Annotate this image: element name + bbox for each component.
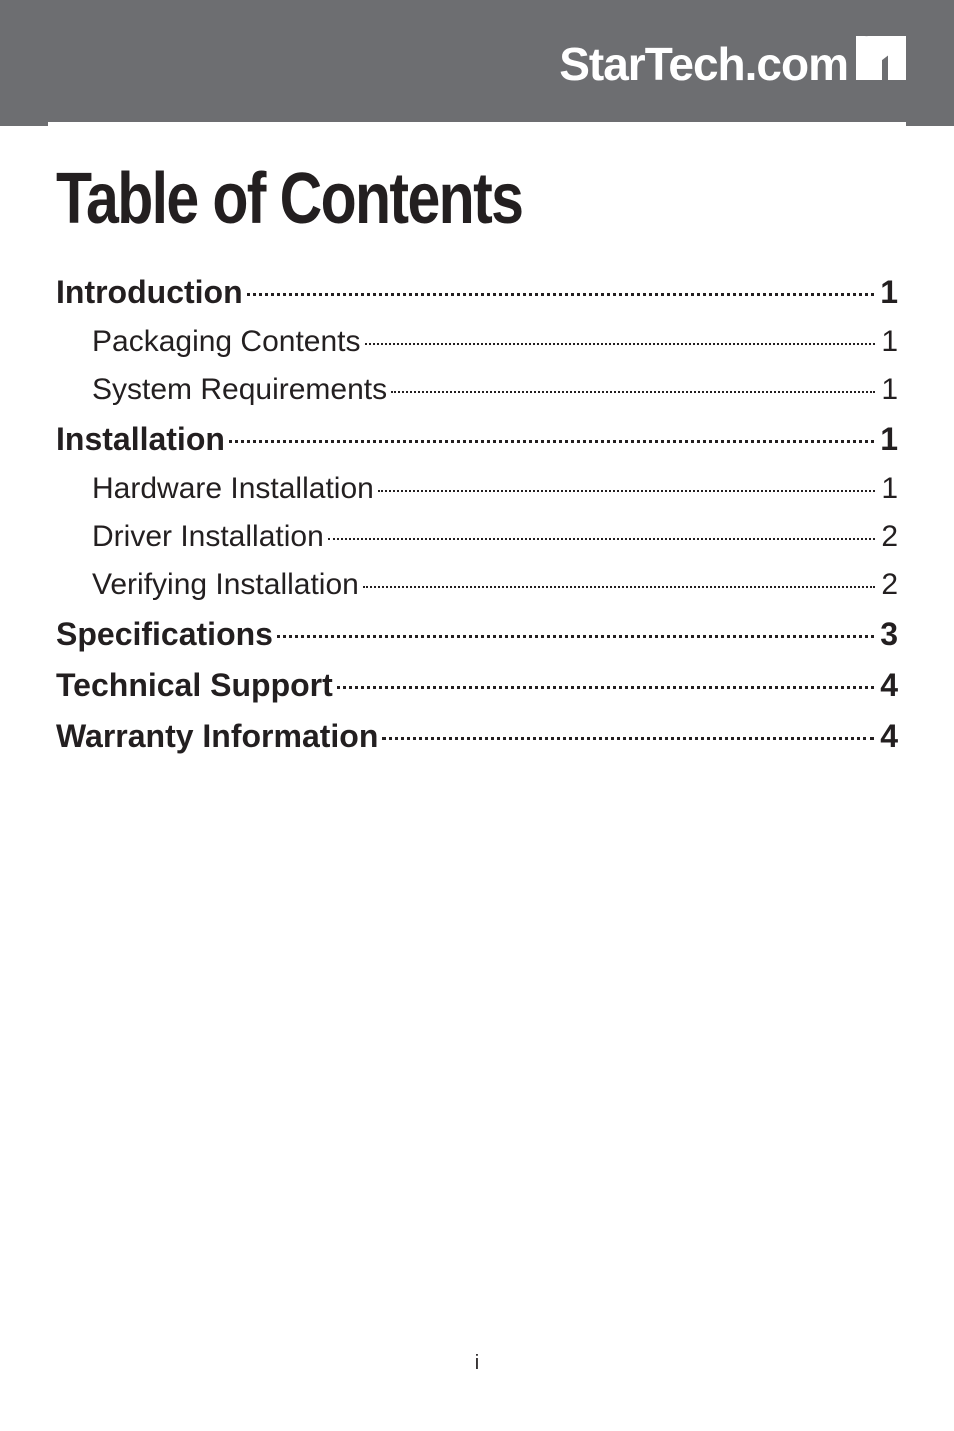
toc-page-number: 4 (878, 667, 898, 704)
header-underline (48, 122, 906, 126)
toc-leader-dots (391, 391, 875, 393)
toc-leader-dots (337, 686, 874, 689)
toc-page-number: 1 (878, 421, 898, 458)
toc-page-number: 3 (878, 616, 898, 653)
toc-page-number: 1 (879, 472, 898, 506)
toc-label: Driver Installation (92, 520, 324, 554)
toc-page-number: 1 (879, 325, 898, 359)
toc-label: Installation (56, 421, 225, 458)
brand-logo: StarTech.com (559, 36, 906, 91)
toc-section[interactable]: Installation 1 (56, 421, 898, 458)
toc-label: Introduction (56, 274, 243, 311)
toc-leader-dots (363, 586, 875, 588)
toc-label: System Requirements (92, 373, 387, 407)
toc-leader-dots (382, 737, 874, 740)
toc-label: Warranty Information (56, 718, 378, 755)
toc-label: Hardware Installation (92, 472, 374, 506)
toc-page-number: 4 (878, 718, 898, 755)
toc-subsection[interactable]: Packaging Contents 1 (56, 325, 898, 359)
toc-leader-dots (378, 490, 876, 492)
brand-logo-text: StarTech.com (559, 37, 848, 91)
table-of-contents: Introduction 1Packaging Contents 1System… (56, 274, 898, 755)
page-title: Table of Contents (56, 158, 746, 240)
header-band: StarTech.com (0, 0, 954, 126)
toc-leader-dots (247, 293, 875, 296)
toc-page-number: 2 (879, 568, 898, 602)
toc-page-number: 1 (879, 373, 898, 407)
toc-label: Specifications (56, 616, 273, 653)
page-number: i (0, 1352, 954, 1375)
toc-leader-dots (229, 440, 874, 443)
toc-subsection[interactable]: Driver Installation 2 (56, 520, 898, 554)
toc-leader-dots (365, 343, 876, 345)
toc-label: Technical Support (56, 667, 333, 704)
toc-leader-dots (277, 635, 874, 638)
toc-page-number: 1 (878, 274, 898, 311)
toc-leader-dots (328, 538, 876, 540)
toc-section[interactable]: Specifications 3 (56, 616, 898, 653)
toc-section[interactable]: Technical Support 4 (56, 667, 898, 704)
toc-page-number: 2 (879, 520, 898, 554)
toc-label: Packaging Contents (92, 325, 361, 359)
toc-label: Verifying Installation (92, 568, 359, 602)
brand-logo-mark-icon (856, 36, 906, 85)
toc-subsection[interactable]: Hardware Installation 1 (56, 472, 898, 506)
page-content: Table of Contents Introduction 1Packagin… (0, 126, 954, 755)
toc-subsection[interactable]: System Requirements 1 (56, 373, 898, 407)
toc-section[interactable]: Warranty Information 4 (56, 718, 898, 755)
toc-subsection[interactable]: Verifying Installation 2 (56, 568, 898, 602)
toc-section[interactable]: Introduction 1 (56, 274, 898, 311)
